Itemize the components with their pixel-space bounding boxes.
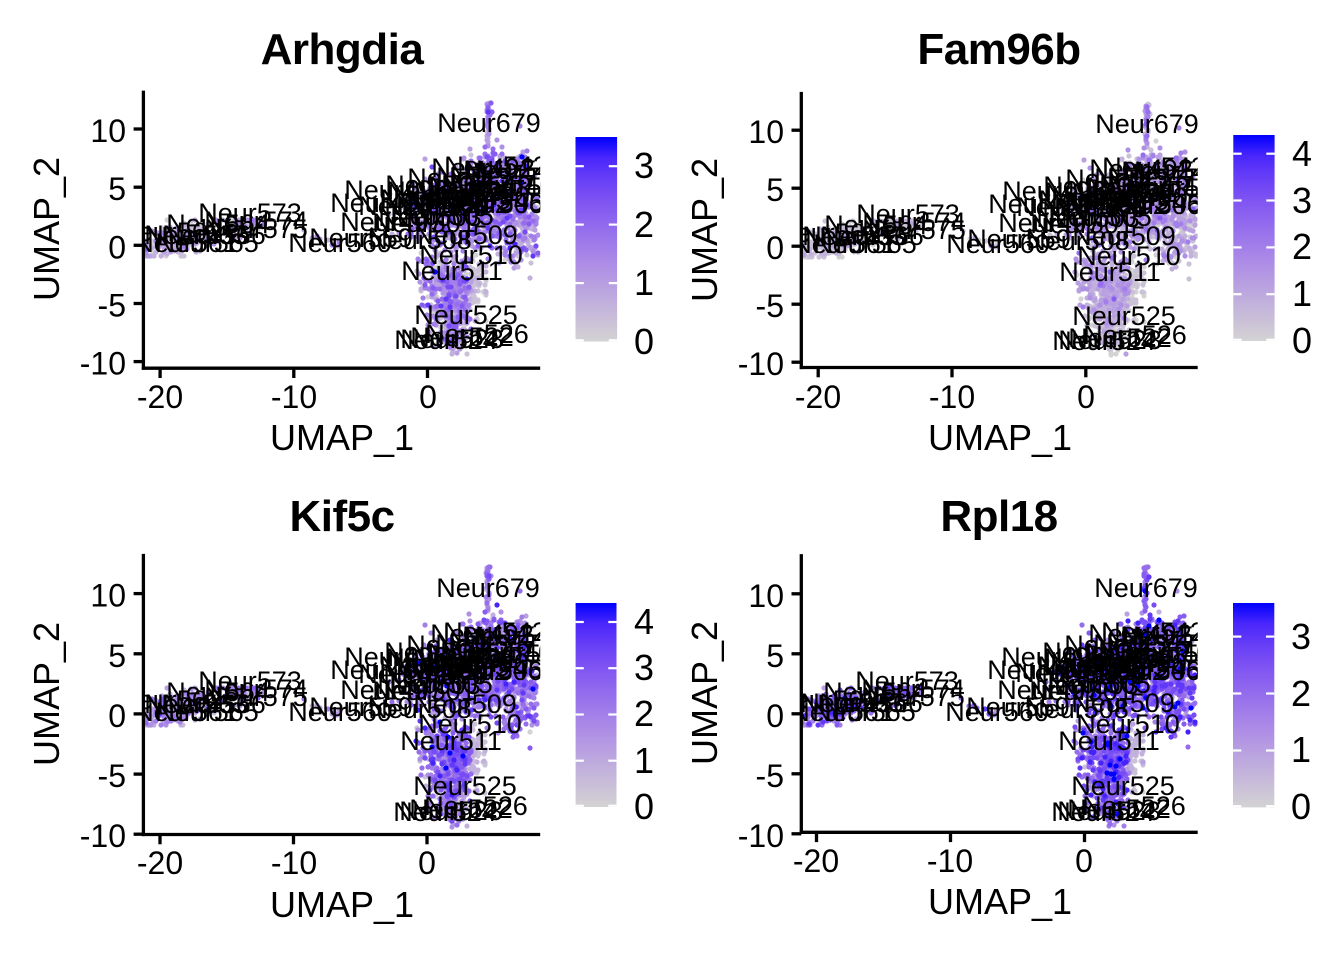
svg-text:Neur564: Neur564 — [166, 209, 270, 239]
svg-text:0: 0 — [1077, 379, 1095, 415]
svg-text:-5: -5 — [756, 288, 784, 324]
svg-text:Neur525: Neur525 — [414, 300, 518, 330]
svg-text:3: 3 — [1292, 180, 1312, 221]
svg-text:0: 0 — [634, 321, 654, 362]
svg-text:Neur561: Neur561 — [134, 228, 238, 258]
svg-text:Neur507: Neur507 — [385, 170, 489, 200]
svg-text:5: 5 — [766, 172, 784, 208]
svg-text:-5: -5 — [98, 288, 126, 324]
svg-text:Neur492: Neur492 — [431, 153, 535, 183]
svg-text:Neur500: Neur500 — [384, 192, 488, 222]
svg-text:Arhgdia: Arhgdia — [261, 25, 425, 74]
svg-text:-10: -10 — [738, 346, 784, 382]
svg-text:Neur679: Neur679 — [1095, 109, 1199, 139]
svg-text:3: 3 — [634, 145, 654, 186]
svg-text:Neur575: Neur575 — [204, 214, 308, 244]
svg-text:Neur505: Neur505 — [390, 201, 494, 231]
svg-text:Neur566: Neur566 — [162, 220, 266, 250]
svg-text:Neur541: Neur541 — [468, 172, 572, 202]
svg-text:UMAP_2: UMAP_2 — [26, 157, 67, 301]
svg-text:Neur503: Neur503 — [378, 202, 482, 232]
svg-text:Neur548: Neur548 — [386, 176, 490, 206]
svg-text:Neur559: Neur559 — [309, 223, 413, 253]
svg-text:Neur524: Neur524 — [1052, 326, 1156, 356]
svg-text:Neur502: Neur502 — [406, 189, 510, 219]
svg-text:UMAP_1: UMAP_1 — [270, 417, 414, 458]
svg-text:0: 0 — [108, 229, 126, 265]
svg-text:0: 0 — [766, 230, 784, 266]
svg-text:Neur510: Neur510 — [419, 240, 523, 270]
svg-text:-10: -10 — [929, 379, 975, 415]
svg-text:Neur574: Neur574 — [204, 206, 308, 236]
svg-text:Neur511: Neur511 — [401, 256, 503, 286]
svg-text:Neur546: Neur546 — [450, 170, 554, 200]
svg-text:10: 10 — [748, 114, 784, 150]
svg-text:0: 0 — [1292, 320, 1312, 361]
svg-text:UMAP_1: UMAP_1 — [928, 417, 1072, 458]
svg-text:Neur496: Neur496 — [344, 175, 448, 205]
svg-text:UMAP_2: UMAP_2 — [684, 158, 725, 302]
svg-text:Neur511: Neur511 — [1059, 257, 1161, 287]
svg-text:Neur526: Neur526 — [425, 319, 529, 349]
svg-text:-20: -20 — [137, 379, 183, 415]
svg-text:2: 2 — [1292, 226, 1312, 267]
svg-text:Neur508: Neur508 — [368, 225, 472, 255]
svg-text:1: 1 — [634, 262, 654, 303]
svg-text:Neur524: Neur524 — [394, 325, 498, 355]
svg-text:Neur493: Neur493 — [380, 184, 484, 214]
svg-text:Neur565: Neur565 — [813, 229, 917, 259]
svg-text:Neur498: Neur498 — [358, 191, 462, 221]
svg-text:Neur495: Neur495 — [407, 185, 511, 215]
svg-text:Neur679: Neur679 — [437, 108, 541, 138]
svg-text:Neur491: Neur491 — [414, 177, 518, 207]
svg-text:Neur573: Neur573 — [198, 198, 302, 228]
svg-text:Neur549: Neur549 — [428, 171, 532, 201]
svg-text:10: 10 — [90, 113, 126, 149]
svg-text:Neur545: Neur545 — [440, 187, 544, 217]
svg-text:Neur565: Neur565 — [155, 228, 259, 258]
svg-text:Neur523: Neur523 — [400, 324, 504, 354]
svg-text:1: 1 — [1292, 273, 1312, 314]
svg-text:5: 5 — [108, 171, 126, 207]
svg-text:Neur509: Neur509 — [414, 220, 518, 250]
svg-text:Neur501: Neur501 — [372, 208, 476, 238]
svg-text:Neur563: Neur563 — [144, 220, 248, 250]
svg-text:Neur499: Neur499 — [330, 188, 434, 218]
svg-text:Fam96b: Fam96b — [917, 25, 1080, 74]
svg-text:-20: -20 — [795, 379, 841, 415]
svg-text:Neur544: Neur544 — [463, 155, 567, 185]
svg-text:4: 4 — [1292, 133, 1312, 174]
svg-text:Neur562: Neur562 — [118, 217, 222, 247]
svg-text:2: 2 — [634, 204, 654, 245]
svg-text:-10: -10 — [271, 379, 317, 415]
svg-text:-10: -10 — [80, 346, 126, 382]
svg-text:Neur494: Neur494 — [393, 182, 497, 212]
svg-text:Neur506: Neur506 — [440, 189, 544, 219]
svg-text:Neur497: Neur497 — [340, 207, 444, 237]
svg-text:Neur490: Neur490 — [426, 181, 530, 211]
svg-text:Neur560: Neur560 — [288, 228, 392, 258]
svg-text:0: 0 — [419, 379, 437, 415]
svg-text:Neur547: Neur547 — [436, 162, 540, 192]
svg-text:Neur543: Neur543 — [407, 163, 511, 193]
svg-text:Neur542: Neur542 — [444, 151, 548, 181]
svg-text:Neur522: Neur522 — [410, 322, 514, 352]
